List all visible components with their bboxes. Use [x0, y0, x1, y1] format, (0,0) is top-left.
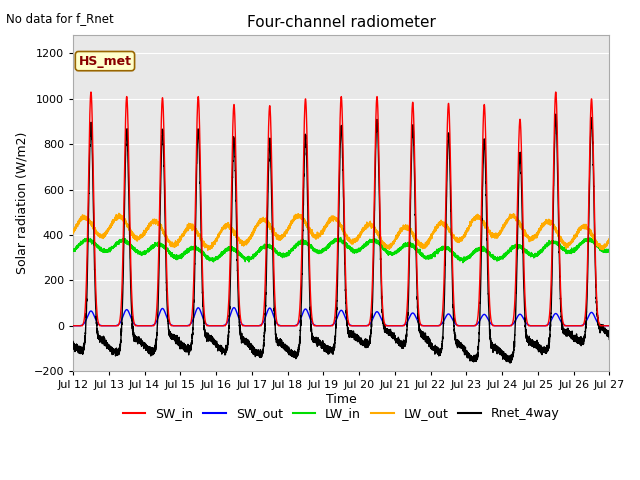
X-axis label: Time: Time: [326, 393, 356, 406]
Title: Four-channel radiometer: Four-channel radiometer: [247, 15, 436, 30]
Text: HS_met: HS_met: [79, 55, 131, 68]
Legend: SW_in, SW_out, LW_in, LW_out, Rnet_4way: SW_in, SW_out, LW_in, LW_out, Rnet_4way: [118, 402, 564, 425]
Text: No data for f_Rnet: No data for f_Rnet: [6, 12, 114, 25]
Y-axis label: Solar radiation (W/m2): Solar radiation (W/m2): [15, 132, 28, 275]
